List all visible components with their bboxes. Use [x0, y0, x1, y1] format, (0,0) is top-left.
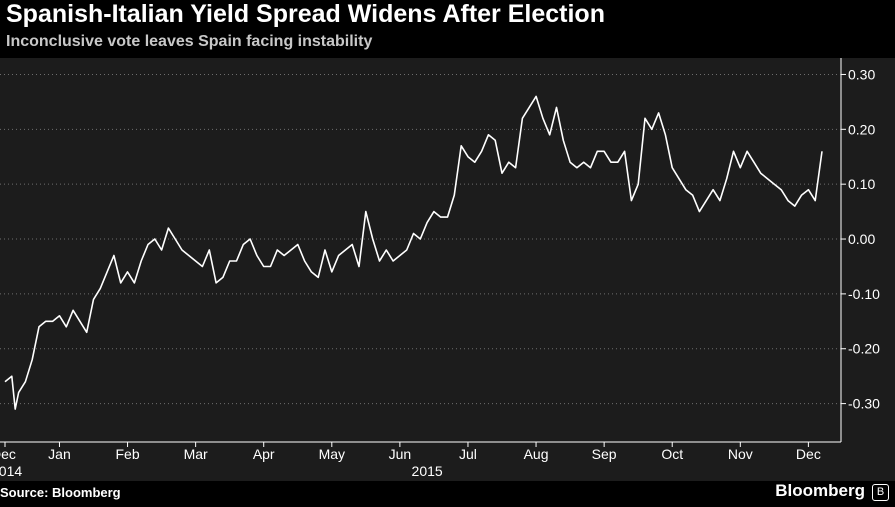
chart-title: Spanish-Italian Yield Spread Widens Afte… — [6, 0, 605, 28]
series — [4, 95, 823, 410]
x-tick-label: Jan — [48, 446, 71, 462]
y-tick-label: 0.30 — [848, 66, 875, 82]
footer-bar — [0, 481, 895, 507]
series-line — [4, 95, 823, 410]
chart-subtitle: Inconclusive vote leaves Spain facing in… — [6, 33, 373, 50]
plot-area — [0, 58, 895, 481]
x-tick-label: Aug — [524, 446, 549, 462]
y-tick-label: 0.20 — [848, 121, 875, 137]
x-tick-label: Jul — [459, 446, 477, 462]
bloomberg-b-icon: B — [872, 484, 889, 501]
x-tick-label: Feb — [115, 446, 139, 462]
y-tick-label: 0.10 — [848, 176, 875, 192]
source-label: Source: Bloomberg — [0, 485, 121, 500]
x-tick-label: Mar — [184, 446, 208, 462]
y-tick-label: -0.20 — [848, 341, 880, 357]
y-tick-label: 0.00 — [848, 231, 875, 247]
x-tick-label: Dec — [796, 446, 821, 462]
x-tick-label: Sep — [592, 446, 617, 462]
x-tick-label: Apr — [253, 446, 275, 462]
y-tick-label: -0.10 — [848, 286, 880, 302]
x-year-label: 2015 — [412, 463, 443, 479]
x-tick-label: Dec — [0, 446, 16, 462]
x-tick-label: May — [319, 446, 345, 462]
y-tick-label: -0.30 — [848, 396, 880, 412]
axes — [0, 58, 842, 443]
y-ticks: 0.30 0.20 0.10 0.00 -0.10 -0.20 -0.30 — [841, 66, 880, 412]
x-tick-sublabel: 2014 — [0, 463, 22, 479]
x-ticks: Dec2014JanFebMarAprMayJunJulAugSepOctNov… — [0, 442, 821, 479]
brand-logo-text: Bloomberg — [775, 481, 865, 500]
x-tick-label: Jun — [389, 446, 412, 462]
x-tick-label: Oct — [661, 446, 683, 462]
x-tick-label: Nov — [728, 446, 753, 462]
